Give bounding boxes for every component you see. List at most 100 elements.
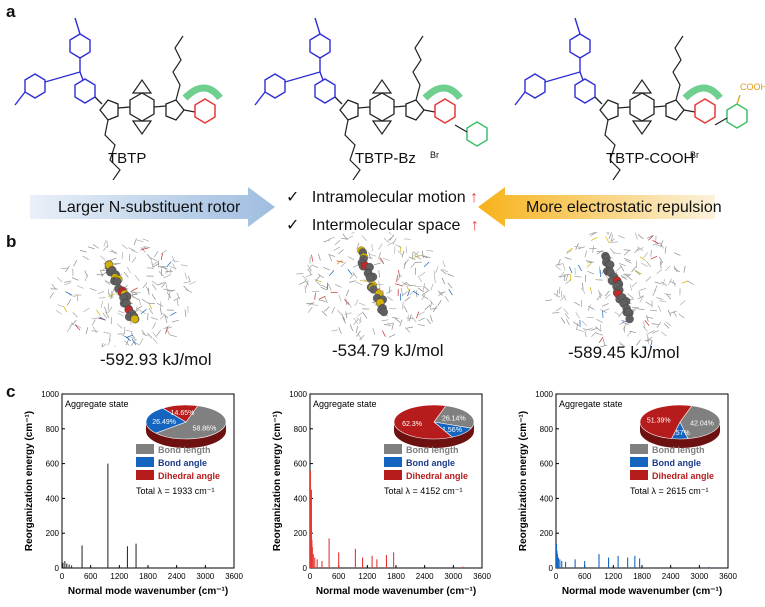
bond-stick <box>383 238 390 244</box>
right-arrow-label: More electrostatic repulsion <box>526 199 722 216</box>
bond-stick <box>590 327 598 331</box>
bond-stick <box>424 304 431 311</box>
left-arrow-label: Larger N-substituent rotor <box>58 199 241 216</box>
bond-stick <box>333 246 340 251</box>
bond-stick <box>650 249 652 257</box>
bond-stick <box>125 338 130 346</box>
bond-stick <box>362 312 368 319</box>
bond-stick <box>308 302 315 306</box>
bond-stick <box>323 306 330 312</box>
bond-stick <box>659 261 662 269</box>
bond-stick <box>587 304 591 312</box>
total-lambda: Total λ = 1933 cm⁻¹ <box>136 486 215 496</box>
legend-swatch <box>384 457 402 467</box>
bond-stick <box>132 295 139 301</box>
bond-stick <box>613 252 621 255</box>
bond-stick <box>349 324 354 332</box>
bond-stick <box>163 274 170 279</box>
bond-stick <box>560 295 566 301</box>
bond-stick <box>185 289 193 293</box>
bond-stick <box>166 289 174 292</box>
bond-stick <box>100 255 106 261</box>
bond-stick <box>646 314 649 322</box>
bond-stick <box>437 300 442 307</box>
bond-stick <box>101 342 104 347</box>
bond-stick <box>669 310 677 314</box>
bond-stick <box>121 252 124 260</box>
bond-stick <box>679 300 686 306</box>
bond-stick <box>637 308 645 310</box>
bond-stick <box>654 285 658 293</box>
y-tick-label: 600 <box>540 460 554 469</box>
bond-stick <box>409 289 415 296</box>
bond-stick <box>607 232 609 236</box>
bond-stick <box>582 282 584 290</box>
bond-stick <box>591 331 597 337</box>
bond-stick <box>430 307 438 310</box>
bond-stick <box>317 273 324 279</box>
bond-stick <box>378 243 383 250</box>
bond-stick <box>361 235 367 241</box>
chart-2: 0 200 400 600 800 1000 0 600 1200 1800 2400 3000 360… <box>272 390 491 597</box>
bond-stick <box>143 246 151 248</box>
bond-stick <box>166 292 172 299</box>
bond-stick <box>131 287 138 292</box>
bond-stick <box>645 301 652 306</box>
bond-stick <box>126 266 131 274</box>
bond-stick <box>76 294 79 302</box>
bond-stick <box>151 284 157 291</box>
bond-stick <box>356 316 362 323</box>
bond-stick <box>345 289 350 297</box>
bond-stick <box>151 260 154 268</box>
bond-stick <box>568 266 573 274</box>
bond-stick <box>595 326 602 332</box>
bond-stick <box>421 290 429 296</box>
bond-stick <box>681 280 689 284</box>
y-axis-label: Reorganization energy (cm⁻¹) <box>24 411 35 551</box>
bond-stick <box>76 285 84 289</box>
bond-stick <box>555 263 563 266</box>
legend-label: Bond length <box>406 445 459 455</box>
bond-stick <box>92 244 99 249</box>
bond-stick <box>131 249 138 254</box>
bond-stick <box>109 250 117 254</box>
bond-stick <box>65 291 72 296</box>
bond-stick <box>391 317 399 319</box>
bond-stick <box>401 291 408 297</box>
bond-stick <box>414 255 422 260</box>
bond-stick <box>421 293 426 301</box>
bond-stick <box>656 269 663 275</box>
bond-stick <box>171 319 179 323</box>
bond-stick <box>587 306 595 310</box>
y-tick-label: 400 <box>294 494 308 503</box>
bond-stick <box>622 274 630 276</box>
y-tick-label: 600 <box>46 460 60 469</box>
bond-stick <box>67 299 72 306</box>
bond-stick <box>651 323 659 325</box>
bond-stick <box>136 239 144 243</box>
bond-stick <box>395 244 402 249</box>
bond-stick <box>631 307 639 311</box>
bond-stick <box>673 268 681 273</box>
bond-stick <box>163 288 171 291</box>
bond-stick <box>391 322 394 330</box>
bond-stick <box>108 293 115 298</box>
bond-stick <box>574 245 582 248</box>
bond-stick <box>296 273 304 275</box>
y-tick-label: 1000 <box>289 390 307 399</box>
molecule-name-tbtp-bz: TBTP-Bz <box>355 150 416 167</box>
bond-stick <box>323 239 331 243</box>
bond-stick <box>353 317 359 324</box>
bond-stick <box>619 320 626 326</box>
bond-stick <box>591 232 598 236</box>
bond-stick <box>385 289 393 294</box>
pie-slice <box>145 407 187 434</box>
bond-stick <box>138 298 142 306</box>
bond-stick <box>123 271 129 278</box>
bond-stick <box>73 260 78 267</box>
bond-stick <box>347 301 352 308</box>
bond-stick <box>587 261 595 264</box>
bond-stick <box>645 276 652 282</box>
bond-stick <box>99 316 106 321</box>
bond-stick <box>311 304 319 306</box>
